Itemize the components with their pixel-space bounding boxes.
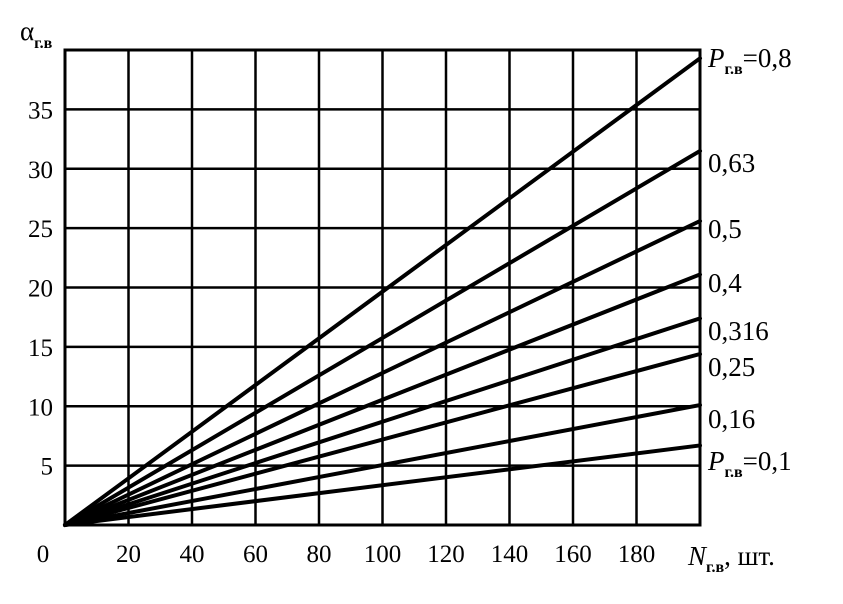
x-axis-suffix: , шт. xyxy=(724,541,775,571)
series-label-5: 0,25 xyxy=(708,352,755,382)
y-tick-label: 15 xyxy=(28,335,53,362)
series-line-5 xyxy=(63,352,702,527)
series-label-value: =0,8 xyxy=(743,43,792,73)
x-tick-label: 180 xyxy=(618,541,656,568)
series-line-3 xyxy=(63,272,702,527)
y-axis-subscript: г.в xyxy=(34,35,52,52)
x-axis-symbol: N xyxy=(687,541,708,571)
series-label-subscript: г.в xyxy=(725,61,743,78)
x-tick-label: 20 xyxy=(116,541,141,568)
series-line-4 xyxy=(63,316,702,527)
x-tick-label: 0 xyxy=(37,541,50,568)
y-axis-label: αг.в xyxy=(20,16,53,52)
y-tick-label: 25 xyxy=(28,216,53,243)
series-lines xyxy=(63,56,702,527)
y-tick-label: 35 xyxy=(28,97,53,124)
series-label-subscript: г.в xyxy=(725,464,743,481)
series-label-7: Pг.в=0,1 xyxy=(707,446,792,481)
x-axis-label: Nг.в, шт. xyxy=(687,541,775,576)
series-line-7 xyxy=(63,443,702,527)
series-label-3: 0,4 xyxy=(708,268,742,298)
y-axis-symbol: α xyxy=(20,16,34,46)
x-tick-label: 160 xyxy=(554,541,592,568)
series-label-6: 0,16 xyxy=(708,404,755,434)
x-tick-label: 40 xyxy=(180,541,205,568)
y-tick-label: 30 xyxy=(28,157,53,184)
y-tick-label: 20 xyxy=(28,276,53,303)
y-tick-label: 5 xyxy=(41,454,54,481)
x-axis-subscript: г.в xyxy=(706,559,724,576)
series-line-6 xyxy=(63,403,702,527)
y-tick-label: 10 xyxy=(28,394,53,421)
series-label-1: 0,63 xyxy=(708,148,755,178)
x-tick-label: 60 xyxy=(243,541,268,568)
series-label-symbol: P xyxy=(707,43,725,73)
series-line-2 xyxy=(63,219,702,527)
series-line-0 xyxy=(63,56,702,527)
series-label-0: Pг.в=0,8 xyxy=(707,43,792,78)
x-tick-label: 80 xyxy=(307,541,332,568)
x-tick-label: 140 xyxy=(491,541,529,568)
series-label-4: 0,316 xyxy=(708,316,769,346)
x-tick-label: 120 xyxy=(427,541,465,568)
series-label-value: =0,1 xyxy=(743,446,792,476)
x-tick-label: 100 xyxy=(364,541,402,568)
series-line-1 xyxy=(63,148,702,527)
tick-labels: 0 20 40 60 80 100 120 140 160 180 5 10 15 20 25 30 35 xyxy=(28,97,655,568)
series-label-2: 0,5 xyxy=(708,214,742,244)
series-label-symbol: P xyxy=(707,446,725,476)
grid xyxy=(63,48,702,527)
